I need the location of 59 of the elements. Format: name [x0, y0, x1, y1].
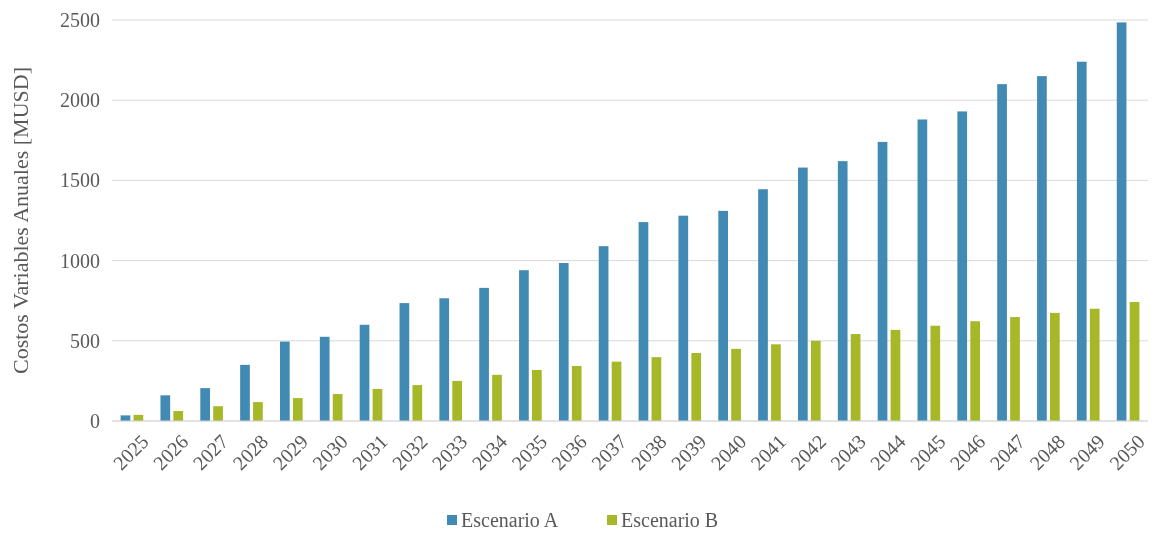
- bar: [917, 119, 928, 421]
- bar: [173, 411, 184, 421]
- legend-label: Escenario B: [621, 509, 719, 531]
- bar: [970, 321, 980, 421]
- y-tick-label: 1500: [60, 169, 100, 192]
- y-tick-label: 1000: [60, 249, 100, 272]
- bar: [319, 336, 330, 421]
- bar: [1076, 61, 1087, 421]
- bar: [611, 361, 622, 421]
- bar: [810, 340, 821, 421]
- bar: [890, 329, 901, 421]
- bar: [1037, 76, 1047, 421]
- bar: [837, 161, 848, 421]
- bar: [452, 380, 462, 421]
- bar: [359, 324, 370, 421]
- y-tick-label: 0: [90, 410, 100, 432]
- bar: [519, 270, 529, 421]
- bar: [372, 388, 383, 421]
- bar: [678, 215, 689, 421]
- bar: [253, 402, 263, 421]
- bar: [651, 357, 662, 421]
- bar: [877, 141, 888, 421]
- bar: [160, 395, 171, 421]
- y-tick-label: 2500: [60, 9, 100, 31]
- bar: [1050, 312, 1060, 421]
- bar: [492, 374, 502, 421]
- bar: [479, 287, 489, 421]
- bar: [997, 84, 1007, 421]
- y-axis-title: Costos Variables Anuales [MUSD]: [8, 67, 33, 374]
- bar: [1010, 317, 1020, 421]
- bar: [412, 385, 423, 421]
- bar: [240, 364, 250, 421]
- bar: [1089, 308, 1100, 421]
- bar: [558, 263, 569, 421]
- bar: [957, 111, 968, 421]
- bar: [598, 246, 609, 421]
- bar: [718, 210, 728, 421]
- y-tick-label: 2000: [60, 89, 100, 112]
- legend-label: Escenario A: [461, 509, 559, 531]
- bar: [638, 222, 649, 421]
- bar: [930, 325, 941, 421]
- bar: [200, 388, 210, 421]
- bar: [691, 352, 702, 421]
- bar: [1116, 22, 1127, 421]
- bar: [771, 344, 781, 421]
- bar: [439, 298, 450, 421]
- bar: [280, 341, 290, 421]
- bar: [213, 406, 223, 421]
- bar: [1129, 301, 1140, 421]
- bar: [399, 303, 410, 421]
- bar: [532, 369, 542, 421]
- bar: [731, 348, 741, 421]
- bar: [758, 189, 768, 421]
- bar: [798, 167, 808, 421]
- bar: [332, 394, 343, 421]
- bar: [850, 334, 861, 421]
- bar: [571, 365, 582, 421]
- bar: [292, 398, 303, 421]
- y-tick-label: 500: [70, 329, 100, 352]
